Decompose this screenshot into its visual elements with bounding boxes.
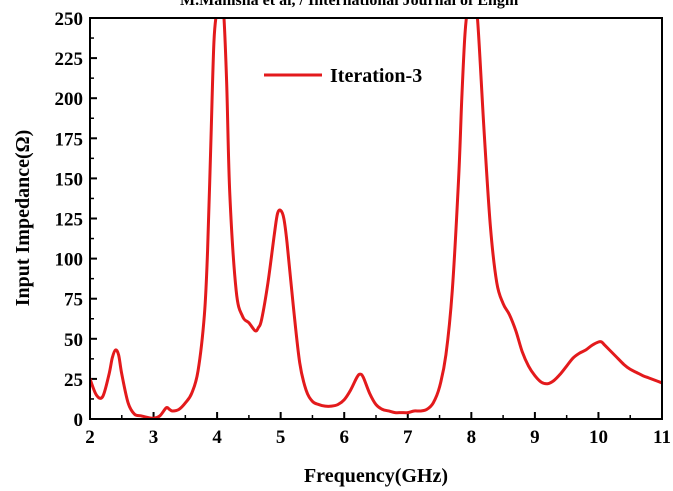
x-tick-label: 9 [530, 427, 540, 448]
x-tick-label: 8 [467, 427, 477, 448]
header-text: M.Manisha et al, / International Journal… [180, 0, 519, 9]
x-axis-title: Frequency(GHz) [304, 465, 448, 487]
x-tick-label: 3 [149, 427, 159, 448]
x-tick-label: 5 [276, 427, 286, 448]
legend: Iteration-3 [264, 65, 422, 87]
y-tick-label: 75 [64, 290, 83, 311]
x-tick-label: 4 [212, 427, 222, 448]
series-layer [90, 18, 662, 419]
series-line-iteration-3 [90, 18, 662, 419]
y-tick-label: 175 [55, 129, 84, 150]
y-tick-label: 25 [64, 370, 83, 391]
y-tick-label: 250 [55, 9, 84, 30]
plot-frame [89, 17, 663, 420]
x-tick-label: 6 [339, 427, 349, 448]
y-tick-label: 125 [55, 210, 84, 231]
y-tick-label: 225 [55, 49, 84, 70]
y-axis-title: Input Impedance(Ω) [12, 130, 34, 307]
x-tick-label: 10 [589, 427, 608, 448]
legend-label: Iteration-3 [330, 65, 422, 87]
x-tick-label: 2 [85, 427, 95, 448]
y-tick-label: 0 [74, 410, 84, 431]
y-tick-label: 200 [55, 89, 84, 110]
labels-layer: 2 3 4 5 6 7 8 9 10 11 0 25 50 75 100 125 150 175 200 225 250 [55, 9, 671, 448]
y-tick-label: 100 [55, 250, 84, 271]
x-tick-label: 7 [403, 427, 413, 448]
y-tick-label: 50 [64, 330, 83, 351]
y-tick-label: 150 [55, 169, 84, 190]
x-tick-label: 11 [653, 427, 671, 448]
